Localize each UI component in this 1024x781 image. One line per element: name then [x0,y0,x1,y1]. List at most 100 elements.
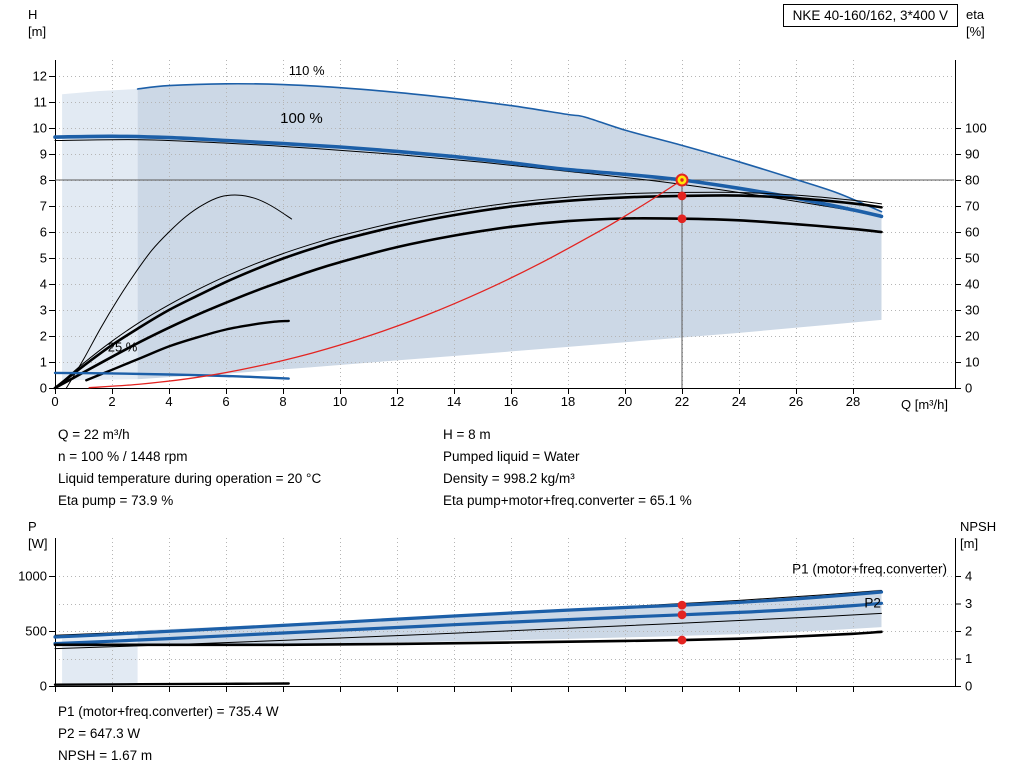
x-tick-label: 10 [333,394,347,409]
duty-point-center [680,178,684,182]
h-axis-symbol: H [28,7,38,22]
power-npsh-chart-curves [53,590,884,686]
info-density: Density = 998.2 kg/m³ [443,471,575,486]
p-axis-unit: [W] [28,536,48,551]
npsh-curve-curve [53,630,883,647]
p1-curve-curve [53,590,884,639]
y-left-tick-label: 2 [40,329,47,344]
qh-eta-chart-axes [49,60,961,394]
npsh-axis-unit: [m] [960,536,979,551]
y-left-tick-label: 3 [40,303,47,318]
y-left-tick-label: 9 [40,147,47,162]
eta-axis-symbol: eta [966,7,985,22]
x-tick-label: 22 [675,394,689,409]
eta-axis-label: eta [%] [966,6,985,40]
info-eta-pump: Eta pump = 73.9 % [58,493,174,508]
x-tick-label: 16 [504,394,518,409]
info-speed: n = 100 % / 1448 rpm [58,449,188,464]
y-right-tick-label: 90 [965,147,979,162]
x-tick-label: 6 [222,394,229,409]
speed-110pct-curve [136,82,883,213]
x-tick-label: 0 [51,394,58,409]
y-right-tick-label: 60 [965,225,979,240]
y-left-tick-label: 500 [25,624,47,639]
y-right-tick-label: 50 [965,251,979,266]
y-right-tick-label: 4 [965,569,972,584]
h-axis-label: H [m] [28,6,46,40]
pump-model-title: NKE 40-160/162, 3*400 V [782,4,958,27]
speed-100pct-tolerance-curve [54,139,882,217]
y-left-tick-label: 10 [33,121,47,136]
y-right-tick-label: 0 [965,381,972,396]
x-tick-label: 20 [618,394,632,409]
x-tick-label: 14 [447,394,461,409]
x-tick-label: 2 [108,394,115,409]
y-left-tick-label: 7 [40,199,47,214]
y-right-tick-label: 30 [965,303,979,318]
power-25pct-curve [53,682,290,686]
y-right-tick-label: 80 [965,173,979,188]
y-left-tick-label: 4 [40,277,47,292]
p1-label: P1 (motor+freq.converter) [792,561,947,576]
p2-label: P2 [864,596,881,611]
x-tick-label: 4 [165,394,172,409]
y-right-tick-label: 2 [965,624,972,639]
info-liquid-temperature: Liquid temperature during operation = 20… [58,471,322,486]
qh-eta-chart-grid [55,60,955,388]
eta-pump-point [677,191,687,201]
y-left-tick-label: 1 [40,355,47,370]
y-left-tick-label: 6 [40,225,47,240]
speed-110-label: 110 % [289,63,325,78]
y-left-tick-label: 0 [40,381,47,396]
y-right-tick-label: 1 [965,651,972,666]
speed-25-label: 25 % [108,340,138,355]
control-curve-curve [88,179,683,389]
p2-point [677,610,687,620]
y-left-tick-label: 8 [40,173,47,188]
p-axis-symbol: P [28,519,37,534]
eta-reduced-speed-thin-curve [65,194,293,389]
p-axis-label: P [W] [28,518,48,552]
eta-pump-curve [53,194,883,390]
p1-point [677,600,687,610]
power-info: P1 (motor+freq.converter) = 735.4 W P2 =… [58,701,279,767]
x-tick-label: 28 [846,394,860,409]
h-axis-unit: [m] [28,24,47,39]
x-tick-label: 12 [390,394,404,409]
y-right-tick-label: 10 [965,355,979,370]
speed-100-label: 100 % [280,110,323,127]
duty-info-right: H = 8 m Pumped liquid = Water Density = … [443,424,692,512]
x-tick-label: 26 [789,394,803,409]
power-npsh-chart-axes [49,538,961,692]
y-left-tick-label: 12 [33,69,47,84]
x-tick-label: 8 [279,394,286,409]
info-pumped-liquid: Pumped liquid = Water [443,449,580,464]
y-right-tick-label: 0 [965,679,972,694]
npsh-point [677,635,687,645]
info-p1: P1 (motor+freq.converter) = 735.4 W [58,704,279,719]
y-right-tick-label: 3 [965,596,972,611]
y-left-tick-label: 11 [34,95,48,110]
y-left-tick-label: 1000 [18,569,47,584]
power-npsh-chart-markers [677,600,687,645]
power-envelope-low-flow [62,630,138,686]
y-right-tick-label: 20 [965,329,979,344]
qh-eta-chart-labels: 110 % 100 % 25 % [108,63,325,355]
power-npsh-chart-labels: P1 (motor+freq.converter) P2 [792,561,947,610]
envelope-low-flow [62,89,138,381]
power-npsh-chart-tick-labels: 0 500 1000 0 1 2 3 4 [18,569,972,694]
y-left-tick-label: 0 [40,679,47,694]
p2-curve-curve [53,601,884,646]
npsh-axis-label: NPSH [m] [960,518,996,552]
info-npsh: NPSH = 1.67 m [58,748,153,763]
duty-info-left: Q = 22 m³/h n = 100 % / 1448 rpm Liquid … [58,424,321,512]
qh-eta-chart-curves [53,82,884,390]
info-eta-total: Eta pump+motor+freq.converter = 65.1 % [443,493,692,508]
y-right-tick-label: 40 [965,277,979,292]
info-flow: Q = 22 m³/h [58,427,130,442]
speed-25pct-curve [53,371,290,380]
npsh-axis-symbol: NPSH [960,519,997,534]
